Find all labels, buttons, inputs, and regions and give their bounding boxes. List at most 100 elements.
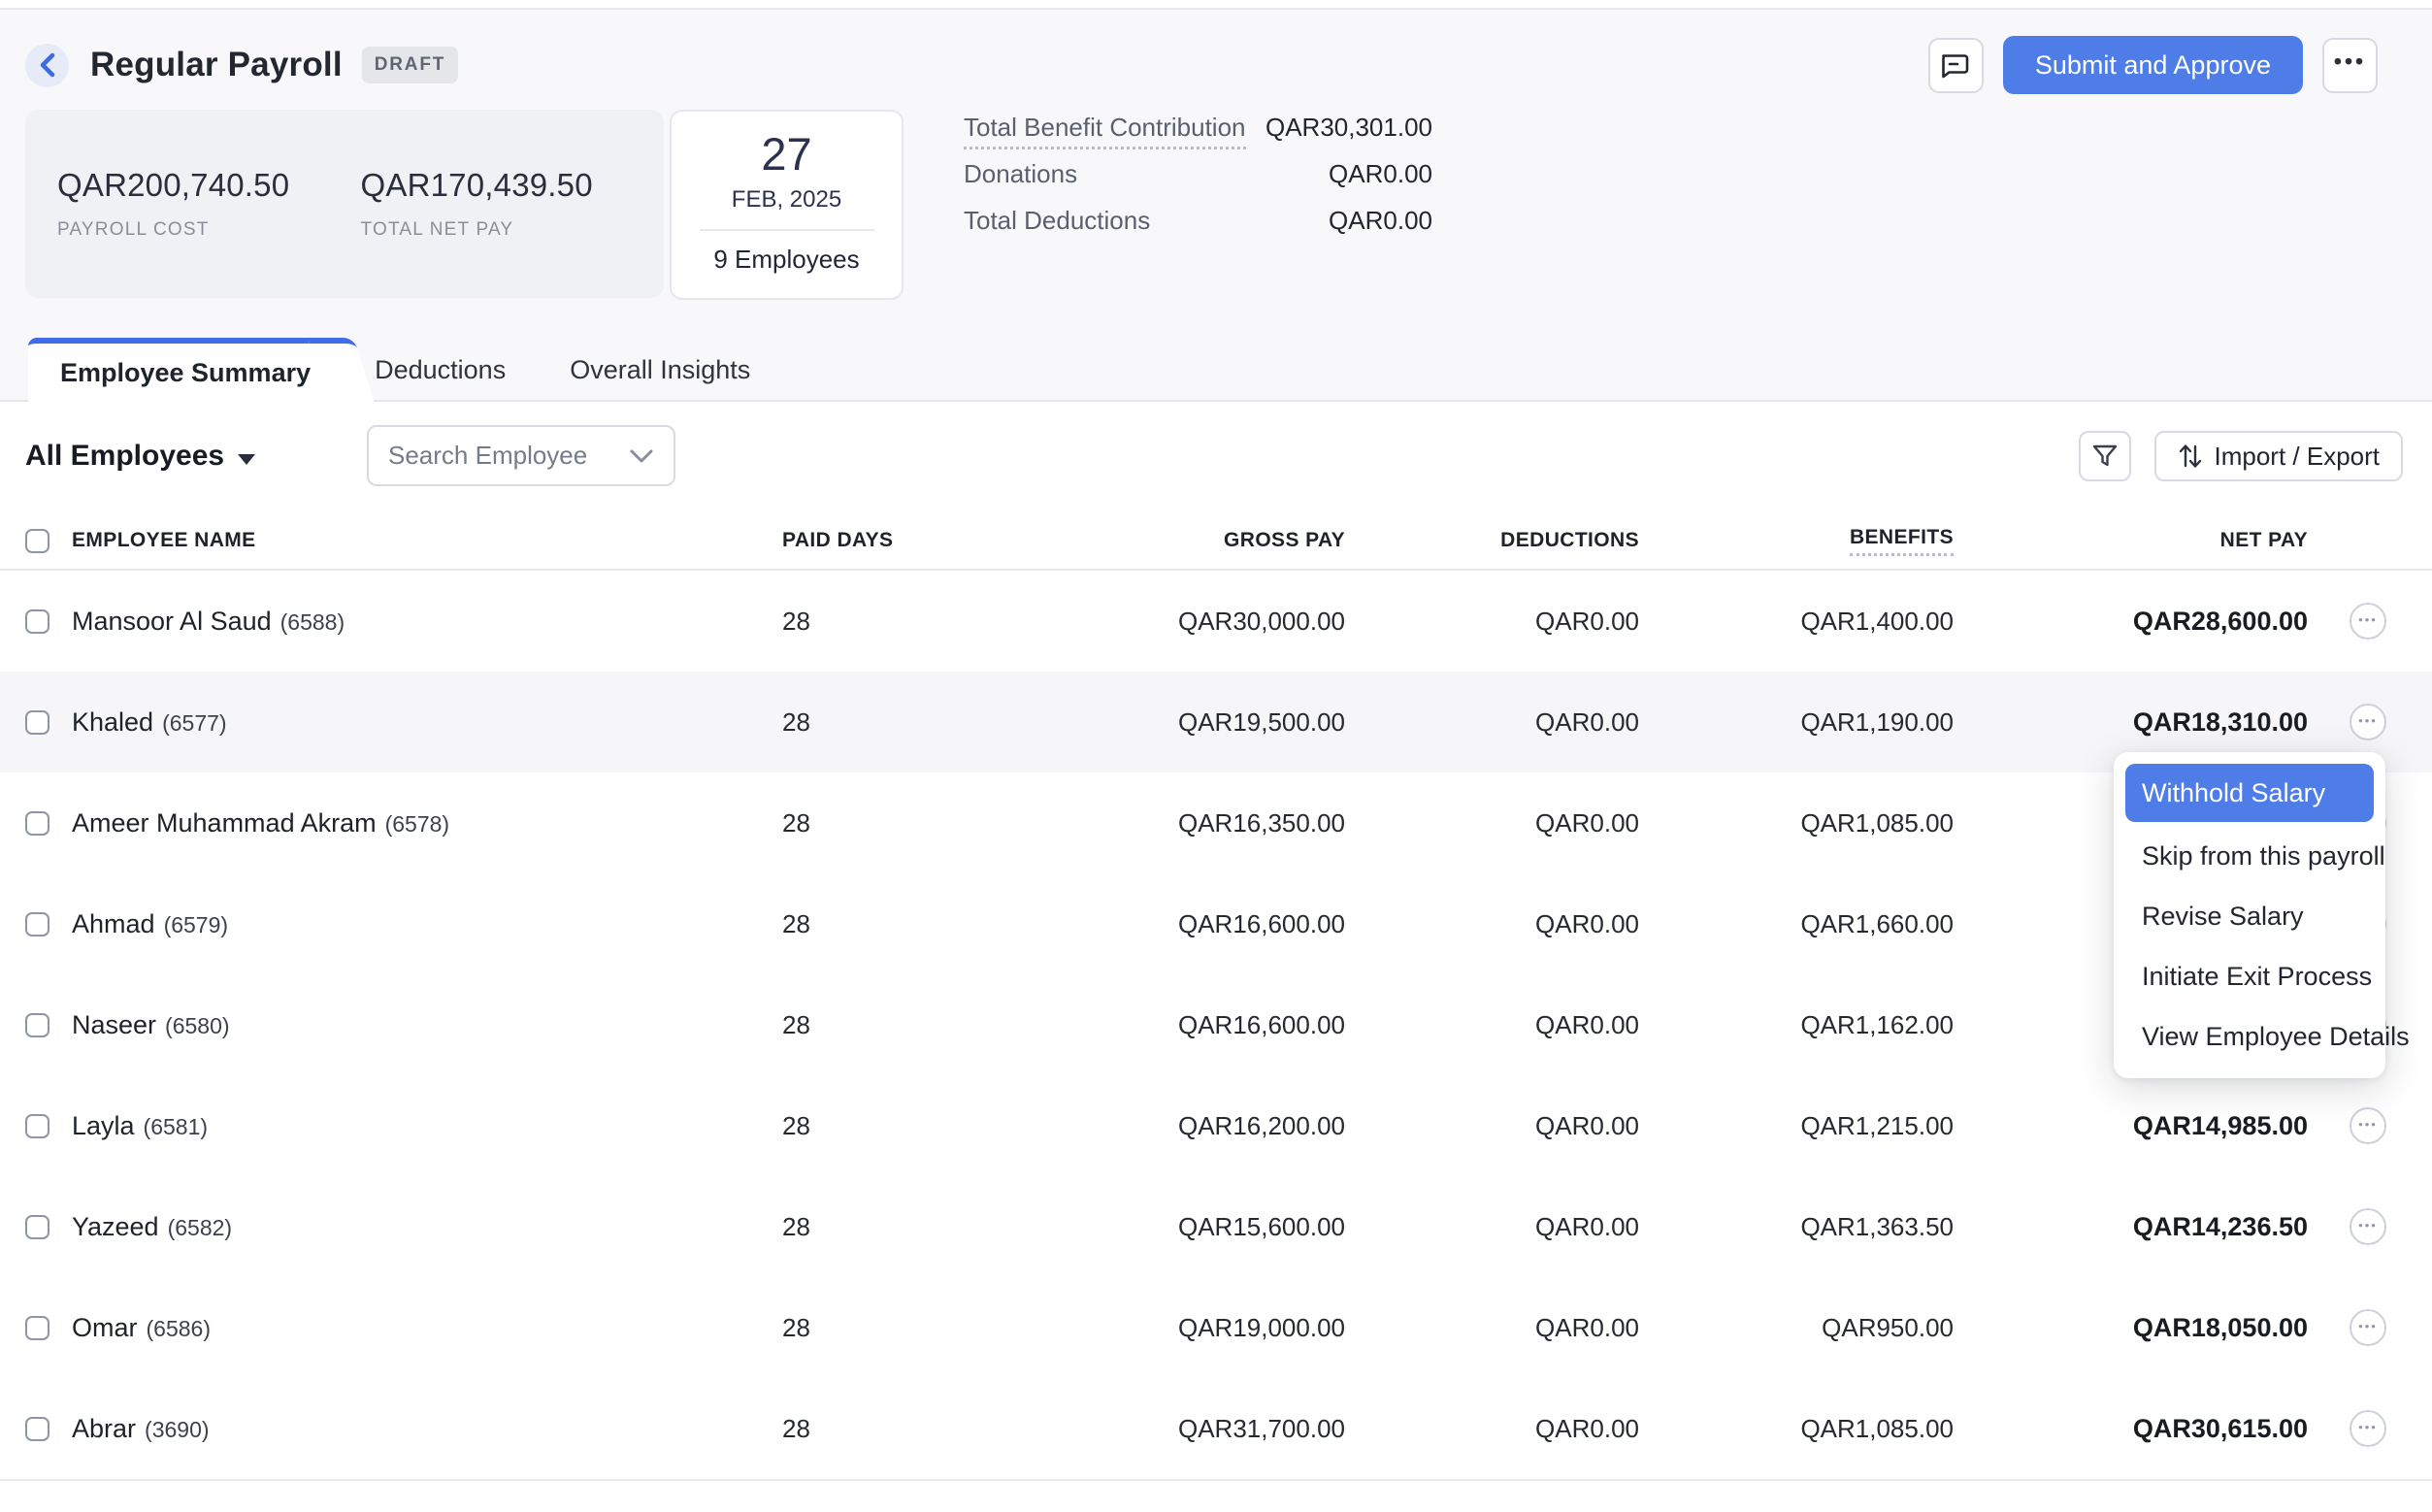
paid-days-cell: 28 xyxy=(782,1413,810,1443)
gross-pay-cell: QAR16,350.00 xyxy=(1177,807,1345,838)
table-header: EMPLOYEE NAME PAID DAYS GROSS PAY DEDUCT… xyxy=(0,512,2432,571)
row-actions-button[interactable]: ••• xyxy=(2350,1410,2386,1447)
row-checkbox[interactable] xyxy=(25,709,49,735)
gross-pay-cell: QAR19,000.00 xyxy=(1177,1312,1345,1342)
payroll-cost-value: QAR200,740.50 xyxy=(57,167,290,203)
table-row[interactable]: Yazeed (6582) 28 QAR15,600.00 QAR0.00 QA… xyxy=(0,1176,2432,1277)
employee-id: (6578) xyxy=(384,810,450,837)
employee-name-cell: Abrar (3690) xyxy=(72,1414,782,1444)
row-checkbox[interactable] xyxy=(25,810,49,836)
table-controls: All Employees Search Employee xyxy=(25,425,2403,487)
table-row[interactable]: Naseer (6580) 28 QAR16,600.00 QAR0.00 QA… xyxy=(0,974,2432,1075)
row-actions-button[interactable]: ••• xyxy=(2350,1208,2386,1245)
row-checkbox[interactable] xyxy=(25,1113,49,1138)
row-checkbox[interactable] xyxy=(25,1214,49,1239)
table-row[interactable]: Khaled (6577) 28 QAR19,500.00 QAR0.00 QA… xyxy=(0,672,2432,772)
employee-summary-panel: All Employees Search Employee xyxy=(0,402,2432,1512)
menu-item-initiate-exit-process[interactable]: Initiate Exit Process xyxy=(2142,961,2373,991)
total-benefit-label[interactable]: Total Benefit Contribution xyxy=(964,113,1246,149)
employee-scope-dropdown[interactable]: All Employees xyxy=(25,440,256,473)
employee-name-cell: Layla (6581) xyxy=(72,1111,782,1141)
menu-item-revise-salary[interactable]: Revise Salary xyxy=(2142,901,2304,931)
import-export-icon xyxy=(2179,444,2201,468)
paid-days-cell: 28 xyxy=(782,606,810,636)
gross-pay-cell: QAR16,600.00 xyxy=(1177,908,1345,938)
table-row[interactable]: Omar (6586) 28 QAR19,000.00 QAR0.00 QAR9… xyxy=(0,1277,2432,1378)
row-more-icon: ••• xyxy=(2358,1419,2378,1434)
benefits-cell: QAR1,085.00 xyxy=(1800,807,1954,838)
net-pay-cell: QAR14,236.50 xyxy=(2132,1211,2308,1241)
row-more-icon: ••• xyxy=(2358,712,2378,728)
pay-date-month-year: FEB, 2025 xyxy=(731,186,842,213)
employee-name-cell: Khaled (6577) xyxy=(72,707,782,738)
filter-button[interactable] xyxy=(2078,431,2131,481)
employee-name: Abrar xyxy=(72,1413,137,1443)
select-all-checkbox[interactable] xyxy=(25,528,49,553)
total-benefit-value: QAR30,301.00 xyxy=(1265,113,1432,142)
table-row[interactable]: Mansoor Al Saud (6588) 28 QAR30,000.00 Q… xyxy=(0,571,2432,672)
employee-scope-label: All Employees xyxy=(25,440,225,472)
submit-and-approve-button[interactable]: Submit and Approve xyxy=(2002,36,2303,94)
row-actions-button[interactable]: ••• xyxy=(2350,1107,2386,1144)
row-actions-button[interactable]: ••• xyxy=(2350,704,2386,740)
row-actions-menu: Withhold Salary Skip from this payroll R… xyxy=(2114,752,2410,1078)
employee-name-cell: Omar (6586) xyxy=(72,1313,782,1343)
employee-name: Ameer Muhammad Akram xyxy=(72,807,377,838)
row-checkbox[interactable] xyxy=(25,1416,49,1441)
tab-deductions[interactable]: Deductions xyxy=(375,354,507,384)
menu-item-skip-from-payroll[interactable]: Skip from this payroll xyxy=(2142,840,2385,871)
employee-name: Ahmad xyxy=(72,908,155,938)
net-pay-cell: QAR14,985.00 xyxy=(2132,1110,2308,1140)
import-export-label: Import / Export xyxy=(2214,441,2381,471)
status-badge: DRAFT xyxy=(361,47,459,83)
net-pay-cell: QAR28,600.00 xyxy=(2132,606,2308,636)
total-net-pay-stat: QAR170,439.50 TOTAL NET PAY xyxy=(361,167,665,241)
benefits-cell: QAR1,085.00 xyxy=(1800,1413,1954,1443)
menu-item-view-employee-details[interactable]: View Employee Details xyxy=(2142,1021,2410,1051)
more-actions-button[interactable]: ••• xyxy=(2322,37,2378,93)
row-more-icon: ••• xyxy=(2358,1318,2378,1333)
employee-count: 9 Employees xyxy=(713,245,860,274)
gross-pay-cell: QAR31,700.00 xyxy=(1177,1413,1345,1443)
back-button[interactable] xyxy=(25,43,69,87)
row-checkbox[interactable] xyxy=(25,1012,49,1037)
col-benefits[interactable]: BENEFITS xyxy=(1849,526,1954,556)
menu-item-withhold-salary[interactable]: Withhold Salary xyxy=(2125,764,2374,822)
row-checkbox[interactable] xyxy=(25,1315,49,1340)
deductions-cell: QAR0.00 xyxy=(1535,1312,1639,1342)
chevron-down-icon xyxy=(630,449,653,462)
paid-days-cell: 28 xyxy=(782,1211,810,1241)
row-actions-button[interactable]: ••• xyxy=(2350,603,2386,640)
payroll-cost-label: PAYROLL COST xyxy=(57,219,210,240)
table-row[interactable]: Ahmad (6579) 28 QAR16,600.00 QAR0.00 QAR… xyxy=(0,873,2432,974)
tab-bar: Employee Summary Deductions Overall Insi… xyxy=(28,338,782,402)
payroll-stats-card: QAR200,740.50 PAYROLL COST QAR170,439.50… xyxy=(25,110,664,298)
table-row[interactable]: Ameer Muhammad Akram (6578) 28 QAR16,350… xyxy=(0,772,2432,873)
table-row[interactable]: Layla (6581) 28 QAR16,200.00 QAR0.00 QAR… xyxy=(0,1075,2432,1176)
row-more-icon: ••• xyxy=(2358,1116,2378,1132)
deductions-cell: QAR0.00 xyxy=(1535,1413,1639,1443)
import-export-button[interactable]: Import / Export xyxy=(2153,431,2403,481)
employee-name-cell: Ameer Muhammad Akram (6578) xyxy=(72,808,782,838)
tab-employee-summary[interactable]: Employee Summary xyxy=(28,338,344,402)
caret-down-icon xyxy=(238,453,256,465)
row-more-icon: ••• xyxy=(2358,1217,2378,1233)
deductions-cell: QAR0.00 xyxy=(1535,1211,1639,1241)
row-checkbox[interactable] xyxy=(25,608,49,634)
table-row[interactable]: Abrar (3690) 28 QAR31,700.00 QAR0.00 QAR… xyxy=(0,1378,2432,1479)
benefits-cell: QAR1,400.00 xyxy=(1800,606,1954,636)
comment-button[interactable] xyxy=(1927,37,1984,93)
search-employee-select[interactable]: Search Employee xyxy=(367,425,675,486)
employee-id: (3690) xyxy=(145,1416,210,1442)
gross-pay-cell: QAR16,600.00 xyxy=(1177,1009,1345,1039)
search-employee-placeholder: Search Employee xyxy=(388,441,588,470)
col-net-pay: NET PAY xyxy=(2219,529,2308,551)
row-checkbox[interactable] xyxy=(25,911,49,937)
tab-overall-insights[interactable]: Overall Insights xyxy=(570,354,751,384)
row-actions-button[interactable]: ••• xyxy=(2350,1309,2386,1346)
donations-label: Donations xyxy=(964,159,1078,188)
pay-date-card: 27 FEB, 2025 9 Employees xyxy=(670,110,904,300)
benefits-cell: QAR1,215.00 xyxy=(1800,1110,1954,1140)
deductions-cell: QAR0.00 xyxy=(1535,1110,1639,1140)
